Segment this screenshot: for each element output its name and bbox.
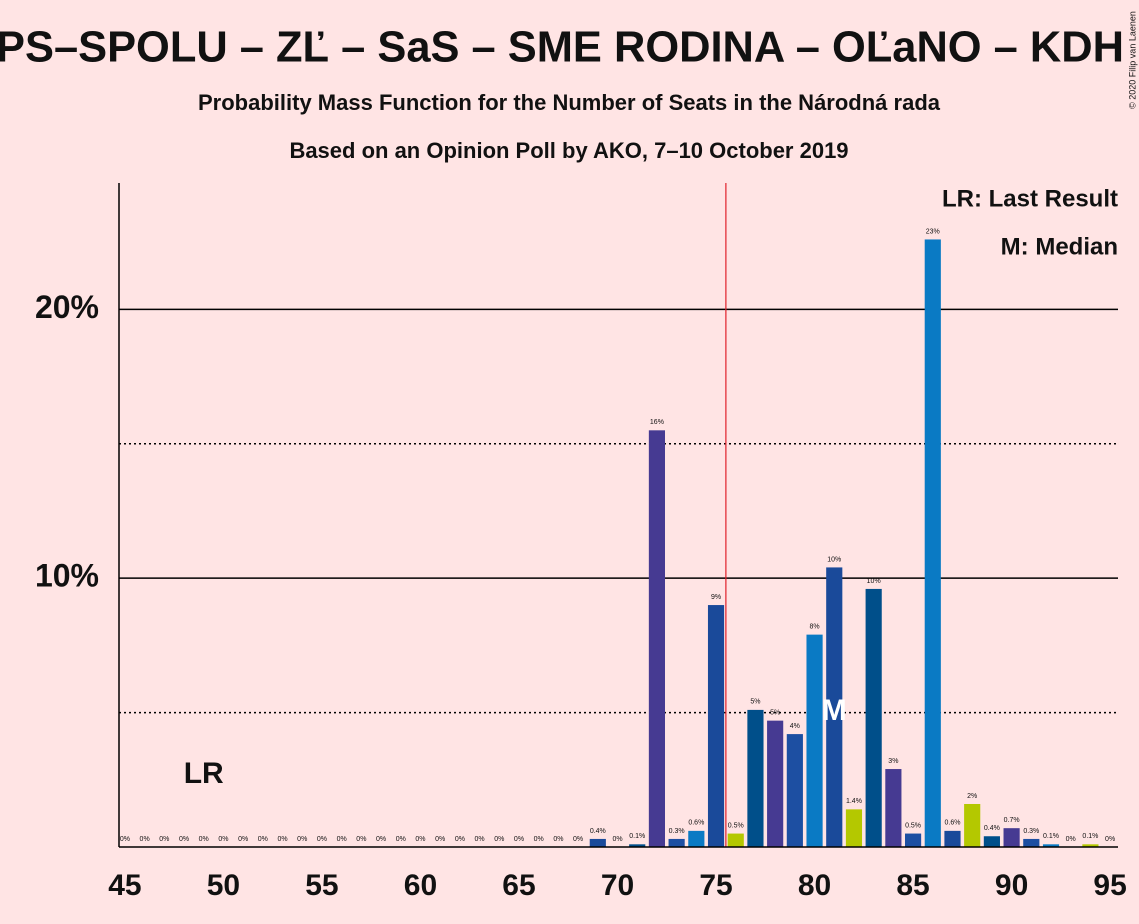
bar [767, 720, 784, 847]
chart-subtitle: Based on an Opinion Poll by AKO, 7–10 Oc… [289, 138, 848, 163]
value-label: 0% [514, 836, 524, 843]
chart-subtitle: Probability Mass Function for the Number… [198, 90, 941, 115]
value-label: 10% [867, 578, 881, 585]
value-label: 0% [159, 836, 169, 843]
bar [1082, 844, 1099, 847]
bar [589, 838, 606, 847]
bar [865, 588, 882, 847]
x-tick-label: 65 [502, 869, 535, 902]
legend-entry: LR: Last Result [942, 185, 1118, 212]
value-label: 0.1% [1082, 833, 1098, 840]
value-label: 0% [1066, 836, 1076, 843]
value-label: 0.1% [1043, 833, 1059, 840]
value-label: 4% [790, 723, 800, 730]
x-tick-label: 75 [699, 869, 732, 902]
bar [806, 634, 823, 847]
value-label: 0% [573, 836, 583, 843]
value-label: 0% [337, 836, 347, 843]
bar [747, 709, 764, 847]
median-marker: M [822, 694, 847, 727]
value-label: 2% [967, 793, 977, 800]
x-tick-label: 55 [305, 869, 338, 902]
bar [786, 734, 803, 847]
value-label: 0.5% [728, 822, 744, 829]
x-tick-label: 45 [108, 869, 141, 902]
value-label: 3% [888, 758, 898, 765]
bar [727, 833, 744, 847]
value-label: 0% [199, 836, 209, 843]
value-label: 0.1% [629, 833, 645, 840]
bar [845, 809, 863, 847]
value-label: 0% [534, 836, 544, 843]
value-label: 9% [711, 594, 721, 601]
x-tick-label: 80 [798, 869, 831, 902]
chart-title: PS–SPOLU – ZĽ – SaS – SME RODINA – OĽaNO… [0, 23, 1124, 72]
value-label: 0% [494, 836, 504, 843]
value-label: 0.6% [945, 820, 961, 827]
x-tick-label: 50 [207, 869, 240, 902]
value-label: 0% [475, 836, 485, 843]
bar [1023, 838, 1040, 847]
y-tick-label: 10% [35, 558, 99, 594]
bar [964, 803, 981, 847]
value-label: 0% [317, 836, 327, 843]
value-label: 5% [770, 709, 780, 716]
bar [1042, 844, 1060, 847]
value-label: 0.3% [669, 828, 685, 835]
x-tick-label: 60 [404, 869, 437, 902]
value-label: 0% [277, 836, 287, 843]
value-label: 0% [140, 836, 150, 843]
bar [629, 844, 646, 847]
value-label: 0% [396, 836, 406, 843]
bar [904, 833, 922, 847]
value-label: 0.7% [1004, 817, 1020, 824]
y-tick-label: 20% [35, 289, 99, 325]
value-label: 0.6% [688, 820, 704, 827]
value-label: 0% [435, 836, 445, 843]
value-label: 0% [415, 836, 425, 843]
value-label: 0.4% [590, 828, 606, 835]
value-label: 0% [258, 836, 268, 843]
bar [1003, 828, 1020, 847]
value-label: 5% [750, 699, 760, 706]
value-label: 0% [1105, 836, 1115, 843]
x-tick-label: 85 [896, 869, 929, 902]
value-label: 10% [827, 556, 841, 563]
value-label: 0% [356, 836, 366, 843]
last-result-marker: LR [184, 757, 224, 790]
value-label: 0.5% [905, 822, 921, 829]
value-label: 0% [120, 836, 130, 843]
value-label: 16% [650, 419, 664, 426]
legend-entry: M: Median [1001, 233, 1118, 260]
value-label: 0% [297, 836, 307, 843]
value-label: 23% [926, 228, 940, 235]
bar [648, 430, 666, 847]
value-label: 0% [553, 836, 563, 843]
value-label: 1.4% [846, 798, 862, 805]
bar [688, 830, 705, 847]
bar [983, 836, 1000, 847]
bar [707, 605, 725, 847]
value-label: 0.3% [1023, 828, 1039, 835]
value-label: 0% [179, 836, 189, 843]
value-label: 0% [455, 836, 465, 843]
value-label: 0% [376, 836, 386, 843]
bar [668, 838, 685, 847]
x-tick-label: 95 [1093, 869, 1126, 902]
bar [826, 567, 843, 847]
value-label: 0% [238, 836, 248, 843]
value-label: 0% [218, 836, 228, 843]
value-label: 0% [612, 836, 622, 843]
copyright: © 2020 Filip van Laenen [1127, 11, 1137, 109]
bar [944, 830, 961, 847]
x-tick-label: 90 [995, 869, 1028, 902]
bar [924, 239, 941, 848]
x-tick-label: 70 [601, 869, 634, 902]
value-label: 0.4% [984, 825, 1000, 832]
value-label: 8% [809, 623, 819, 630]
bar [885, 769, 902, 847]
